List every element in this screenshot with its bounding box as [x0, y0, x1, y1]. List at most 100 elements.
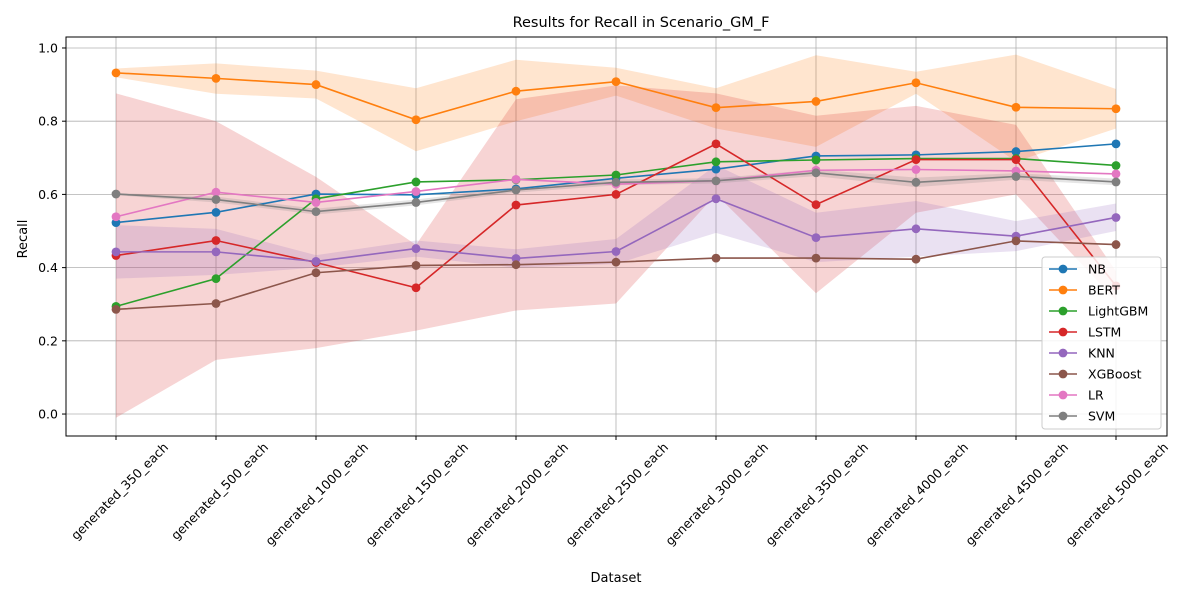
data-point-svm — [211, 195, 221, 204]
data-point-lstm — [411, 283, 421, 293]
data-point-xgboost — [911, 254, 921, 264]
data-point-knn — [611, 247, 621, 256]
legend-item: BERT — [1049, 283, 1120, 298]
legend-item: LSTM — [1049, 325, 1121, 340]
data-point-svm — [411, 198, 421, 207]
data-point-bert — [711, 103, 721, 113]
data-point-svm — [1011, 172, 1021, 181]
data-point-nb — [1111, 139, 1121, 149]
legend-item: XGBoost — [1049, 367, 1142, 382]
y-tick-label: 0.4 — [38, 260, 58, 275]
data-point-bert — [311, 80, 321, 89]
legend-label: SVM — [1088, 409, 1115, 424]
data-point-lr — [1111, 169, 1121, 179]
legend-item: LightGBM — [1049, 304, 1148, 319]
data-point-svm — [511, 185, 521, 195]
data-point-xgboost — [711, 253, 721, 263]
y-tick-label: 0.2 — [38, 333, 58, 348]
data-point-knn — [811, 233, 821, 242]
data-point-knn — [211, 247, 221, 257]
data-point-xgboost — [1111, 240, 1121, 249]
legend-item: SVM — [1049, 409, 1115, 424]
legend-item: LR — [1049, 388, 1104, 403]
legend-label: KNN — [1088, 346, 1115, 361]
data-point-knn — [711, 194, 721, 204]
legend-box — [1041, 256, 1162, 430]
y-axis-title: Recall — [16, 220, 31, 259]
legend-marker — [1058, 348, 1068, 358]
data-point-lr — [411, 187, 421, 196]
data-point-bert — [211, 73, 221, 83]
data-point-lstm — [211, 236, 221, 245]
data-point-svm — [111, 189, 121, 199]
legend-label: BERT — [1088, 283, 1120, 298]
data-point-knn — [311, 256, 321, 266]
legend-marker — [1058, 306, 1068, 316]
y-tick-label: 0.8 — [38, 114, 58, 129]
data-point-svm — [711, 176, 721, 186]
data-point-svm — [611, 177, 621, 187]
data-point-knn — [1111, 213, 1121, 222]
data-point-lstm — [611, 190, 621, 199]
series-lstm — [111, 139, 1121, 293]
data-point-lightgbm — [811, 155, 821, 165]
y-tick-label: 0.6 — [38, 187, 58, 202]
data-point-svm — [911, 177, 921, 187]
data-point-lstm — [911, 155, 921, 165]
legend-item: NB — [1049, 262, 1106, 277]
data-point-svm — [1111, 177, 1121, 187]
data-point-lightgbm — [211, 274, 221, 283]
chart-title: Results for Recall in Scenario_GM_F — [513, 15, 770, 31]
legend: NB BERT LightGBM LSTM KNN XGBoost LR SVM — [1041, 256, 1162, 430]
data-point-svm — [811, 168, 821, 178]
data-point-xgboost — [411, 261, 421, 270]
data-point-lightgbm — [711, 157, 721, 167]
data-point-bert — [511, 86, 521, 96]
data-point-xgboost — [611, 257, 621, 267]
data-point-lightgbm — [611, 170, 621, 180]
legend-item: KNN — [1049, 346, 1115, 361]
data-point-lstm — [711, 139, 721, 149]
data-point-xgboost — [811, 253, 821, 263]
data-point-nb — [211, 207, 221, 217]
data-point-bert — [1011, 102, 1021, 112]
data-point-lstm — [511, 200, 521, 210]
band-svm — [116, 169, 1116, 215]
legend-marker — [1058, 285, 1068, 295]
y-tick-label: 0.0 — [38, 407, 58, 422]
data-point-lr — [111, 212, 121, 222]
series-bert — [111, 68, 1121, 125]
data-point-lr — [511, 174, 521, 184]
data-point-lr — [311, 198, 321, 207]
data-point-bert — [611, 77, 621, 87]
band-knn — [116, 165, 1116, 279]
legend-marker — [1058, 411, 1068, 421]
legend-label: LightGBM — [1088, 304, 1148, 319]
data-point-bert — [1111, 104, 1121, 114]
data-point-knn — [911, 224, 921, 234]
data-point-svm — [311, 207, 321, 217]
data-point-xgboost — [211, 299, 221, 308]
data-point-lr — [911, 165, 921, 174]
data-point-xgboost — [111, 304, 121, 314]
series-xgboost — [111, 236, 1121, 314]
data-point-bert — [411, 115, 421, 125]
data-point-nb — [711, 164, 721, 174]
legend-marker — [1058, 264, 1068, 274]
data-point-bert — [811, 97, 821, 106]
data-point-lstm — [811, 200, 821, 210]
data-point-lstm — [1011, 155, 1021, 165]
data-point-nb — [1011, 147, 1021, 156]
data-point-lightgbm — [1111, 161, 1121, 170]
data-point-lightgbm — [411, 177, 421, 187]
legend-marker — [1058, 369, 1068, 379]
series-svm — [111, 168, 1121, 217]
data-point-xgboost — [1011, 236, 1021, 246]
data-point-xgboost — [511, 260, 521, 270]
band-bert — [116, 54, 1116, 162]
y-tick-label: 1.0 — [38, 40, 58, 55]
data-point-lr — [211, 187, 221, 197]
data-point-xgboost — [311, 268, 321, 278]
